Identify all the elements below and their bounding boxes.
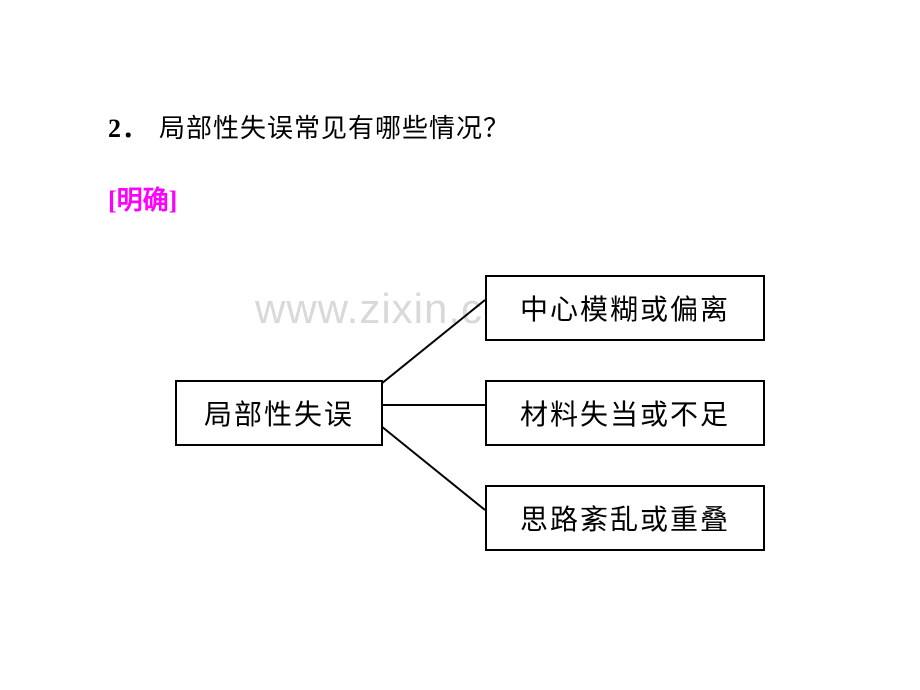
tree-connectors	[0, 0, 920, 690]
question-text: 局部性失误常见有哪些情况？	[159, 114, 510, 143]
question-number: 2．	[108, 114, 149, 143]
tree-child-node-2: 材料失当或不足	[485, 380, 765, 446]
question-line: 2． 局部性失误常见有哪些情况？	[108, 108, 510, 145]
answer-label: [明确]	[108, 180, 177, 217]
tree-child-node-1: 中心模糊或偏离	[485, 275, 765, 341]
tree-child-node-3: 思路紊乱或重叠	[485, 485, 765, 551]
tree-root-node: 局部性失误	[175, 380, 383, 446]
